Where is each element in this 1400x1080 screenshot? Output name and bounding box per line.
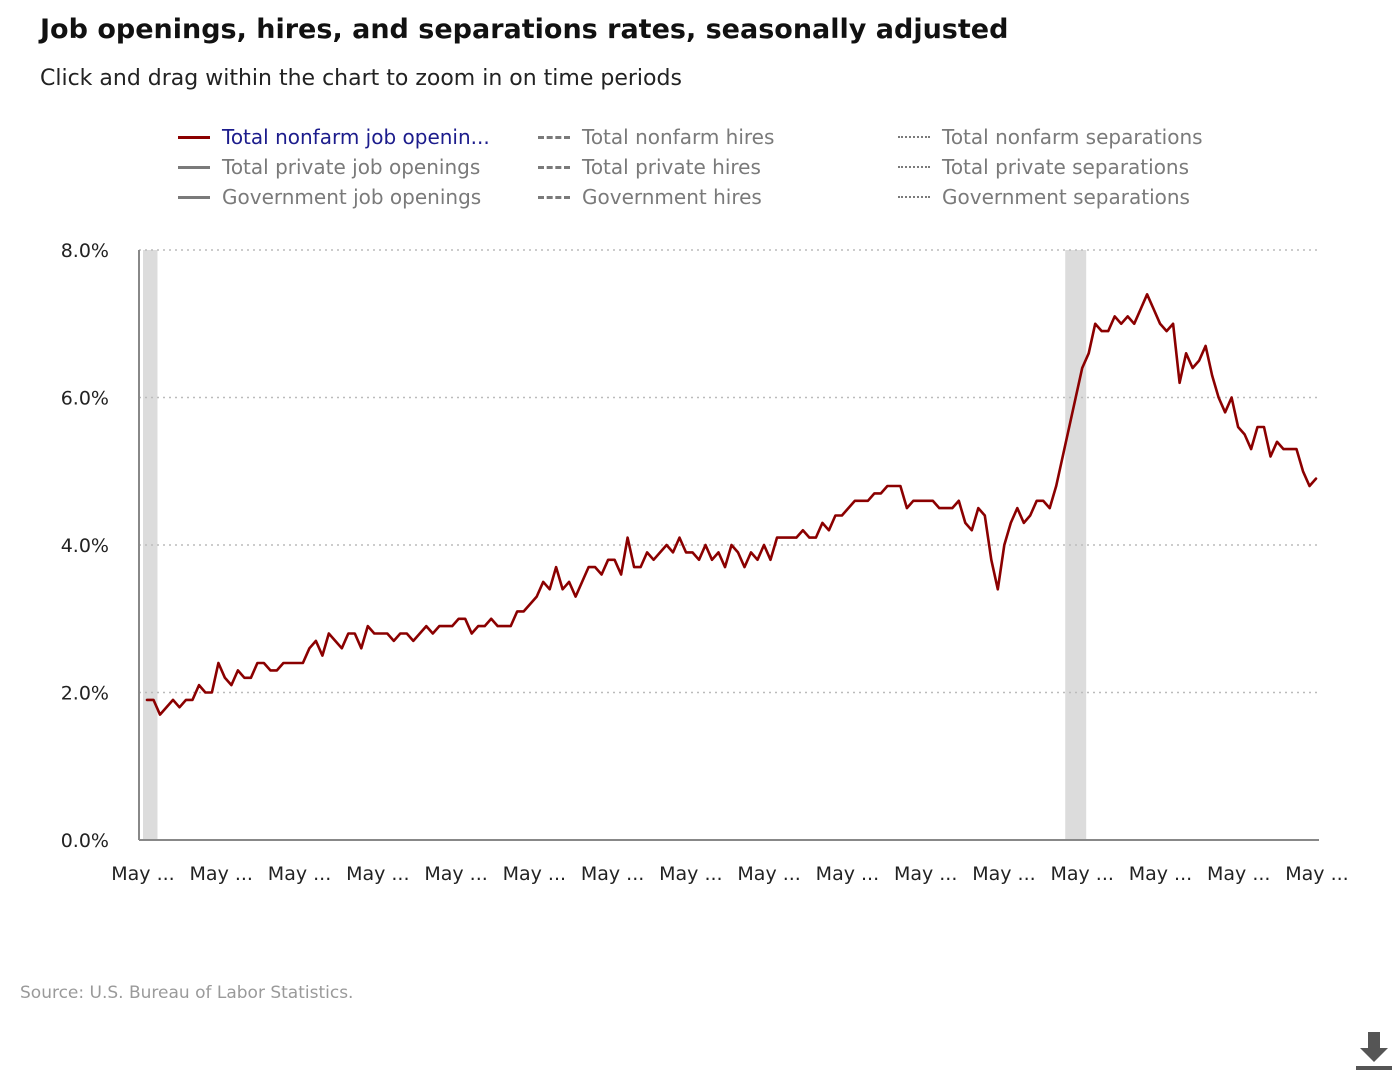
y-tick-label: 2.0% <box>61 683 109 705</box>
dashed-line-icon <box>538 195 570 199</box>
dotted-line-icon <box>898 136 930 138</box>
legend-label: Total private separations <box>942 155 1190 179</box>
y-tick-label: 8.0% <box>61 240 109 262</box>
legend-item-total-nonfarm-hires[interactable]: Total nonfarm hires <box>538 122 774 152</box>
chart-plot-area[interactable]: 0.0% 2.0% 4.0% 6.0% 8.0% May ... May ... May ..… <box>0 0 1400 960</box>
legend-label: Total nonfarm hires <box>582 125 775 149</box>
solid-line-icon <box>178 165 210 169</box>
chart-subtitle: Click and drag within the chart to zoom … <box>40 66 682 91</box>
x-tick-label: May ... <box>894 863 957 885</box>
x-tick-label: May ... <box>972 863 1035 885</box>
legend-item-total-private-separations[interactable]: Total private separations <box>898 152 1189 182</box>
x-tick-label: May ... <box>659 863 722 885</box>
legend-label: Government hires <box>582 185 762 209</box>
dashed-line-icon <box>538 165 570 169</box>
x-tick-label: May ... <box>581 863 644 885</box>
legend-item-government-job-openings[interactable]: Government job openings <box>178 182 481 212</box>
legend-label: Total nonfarm separations <box>942 125 1203 149</box>
y-tick-label: 4.0% <box>61 535 109 557</box>
y-tick-label: 0.0% <box>61 830 109 852</box>
chart-title: Job openings, hires, and separations rat… <box>40 14 1009 45</box>
legend-item-total-private-hires[interactable]: Total private hires <box>538 152 761 182</box>
dashed-line-icon <box>538 135 570 139</box>
x-tick-label: May ... <box>816 863 879 885</box>
legend-item-government-hires[interactable]: Government hires <box>538 182 762 212</box>
legend-label: Government separations <box>942 185 1190 209</box>
source-note: Source: U.S. Bureau of Labor Statistics. <box>20 983 354 1003</box>
legend-item-total-nonfarm-separations[interactable]: Total nonfarm separations <box>898 122 1203 152</box>
legend-item-total-nonfarm-job-openings[interactable]: Total nonfarm job openin... <box>178 122 490 152</box>
solid-line-icon <box>178 195 210 199</box>
x-tick-label: May ... <box>190 863 253 885</box>
x-tick-label: May ... <box>111 863 174 885</box>
x-tick-label: May ... <box>503 863 566 885</box>
legend-label: Government job openings <box>222 185 482 209</box>
legend-item-government-separations[interactable]: Government separations <box>898 182 1190 212</box>
x-tick-label: May ... <box>1285 863 1348 885</box>
x-tick-label: May ... <box>346 863 409 885</box>
solid-line-icon <box>178 135 210 139</box>
legend-label: Total private job openings <box>222 155 481 179</box>
x-tick-label: May ... <box>1050 863 1113 885</box>
legend-item-total-private-job-openings[interactable]: Total private job openings <box>178 152 480 182</box>
x-tick-label: May ... <box>737 863 800 885</box>
series-line-total-nonfarm-job-openings <box>145 292 1318 716</box>
legend-label: Total nonfarm job openin... <box>222 125 490 149</box>
x-tick-label: May ... <box>268 863 331 885</box>
x-tick-label: May ... <box>1207 863 1270 885</box>
x-tick-label: May ... <box>1129 863 1192 885</box>
legend-label: Total private hires <box>582 155 761 179</box>
x-tick-label: May ... <box>424 863 487 885</box>
y-tick-label: 6.0% <box>61 388 109 410</box>
download-icon[interactable] <box>1354 1030 1394 1072</box>
dotted-line-icon <box>898 166 930 168</box>
dotted-line-icon <box>898 196 930 198</box>
